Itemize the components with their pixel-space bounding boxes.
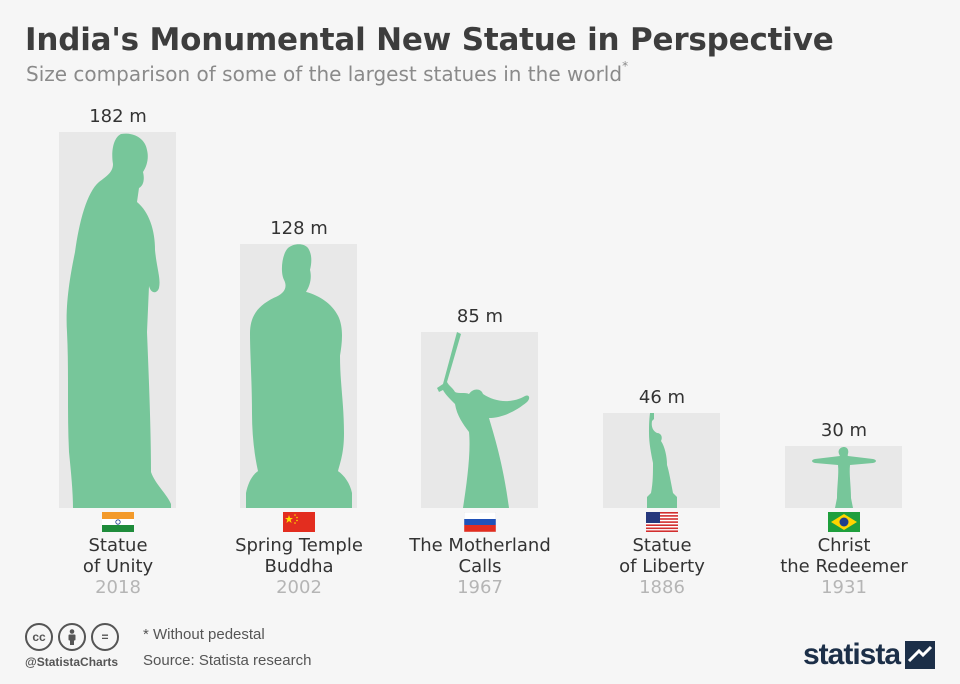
- cc-icon[interactable]: cc: [25, 623, 53, 651]
- statue-name: Christ the Redeemer: [780, 535, 908, 577]
- india-flag: [102, 512, 134, 532]
- twitter-handle[interactable]: @StatistaCharts: [25, 655, 119, 669]
- footnote: * Without pedestal: [143, 626, 265, 643]
- statue-name: Statue of Unity: [82, 535, 154, 577]
- license-icons: cc =: [25, 623, 119, 651]
- motherland-silhouette: [437, 332, 530, 508]
- usa-flag: [646, 512, 678, 532]
- christ-silhouette: [812, 447, 876, 508]
- no-derivatives-icon[interactable]: =: [91, 623, 119, 651]
- year-label: 1886: [639, 577, 685, 598]
- bar: [59, 132, 176, 508]
- year-label: 1967: [457, 577, 503, 598]
- year-label: 1931: [821, 577, 867, 598]
- year-label: 2018: [95, 577, 141, 598]
- bar: [421, 332, 538, 508]
- statue-column: 85 m The Motherland Calls 1967: [400, 0, 560, 684]
- value-label: 182 m: [89, 106, 147, 127]
- bar: [785, 446, 902, 508]
- buddha-silhouette: [246, 244, 352, 508]
- statue-column: 46 m Statue of Liberty 1886: [582, 0, 742, 684]
- statue-name: Spring Temple Buddha: [235, 535, 363, 577]
- chart-title: India's Monumental New Statue in Perspec…: [25, 22, 834, 58]
- chart-subtitle: Size comparison of some of the largest s…: [26, 59, 629, 86]
- bar: [240, 244, 357, 508]
- year-label: 2002: [276, 577, 322, 598]
- value-label: 46 m: [638, 387, 686, 408]
- statue-column: 182 m Statue of Unity 2018: [38, 0, 198, 684]
- liberty-silhouette: [647, 413, 677, 508]
- value-label: 128 m: [270, 218, 328, 239]
- value-label: 85 m: [456, 306, 504, 327]
- statue-of-unity-silhouette: [66, 133, 171, 508]
- statue-column: 128 m Spring Temple Buddha 2002: [219, 0, 379, 684]
- brazil-flag: [828, 512, 860, 532]
- statista-logo-mark: [905, 641, 935, 669]
- value-label: 30 m: [820, 420, 868, 441]
- statue-name: The Motherland Calls: [409, 535, 551, 577]
- china-flag: [283, 512, 315, 532]
- bar: [603, 413, 720, 508]
- statue-column: 30 m Christ the Redeemer 1931: [764, 0, 924, 684]
- source-note: Source: Statista research: [143, 652, 312, 669]
- attribution-icon[interactable]: [58, 623, 86, 651]
- statista-logo[interactable]: statista: [803, 638, 901, 671]
- russia-flag: [464, 512, 496, 532]
- asterisk-mark: *: [622, 59, 629, 73]
- statue-name: Statue of Liberty: [619, 535, 705, 577]
